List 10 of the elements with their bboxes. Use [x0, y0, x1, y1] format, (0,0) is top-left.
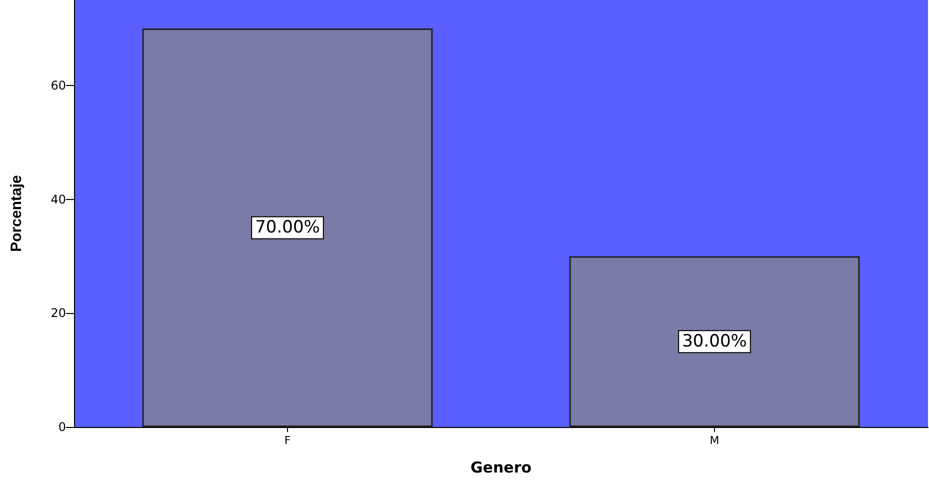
y-axis-title: Porcentaje: [8, 175, 25, 252]
y-tick-label: 60: [50, 78, 66, 92]
data-label: 70.00%: [255, 218, 320, 238]
x-axis-title: Genero: [470, 458, 532, 476]
x-tick-label: M: [710, 434, 720, 447]
x-tick-label: F: [284, 434, 291, 447]
data-label: 30.00%: [682, 332, 747, 352]
y-tick-label: 0: [58, 420, 66, 434]
y-tick-label: 40: [50, 192, 66, 206]
y-tick-label: 20: [50, 306, 66, 320]
